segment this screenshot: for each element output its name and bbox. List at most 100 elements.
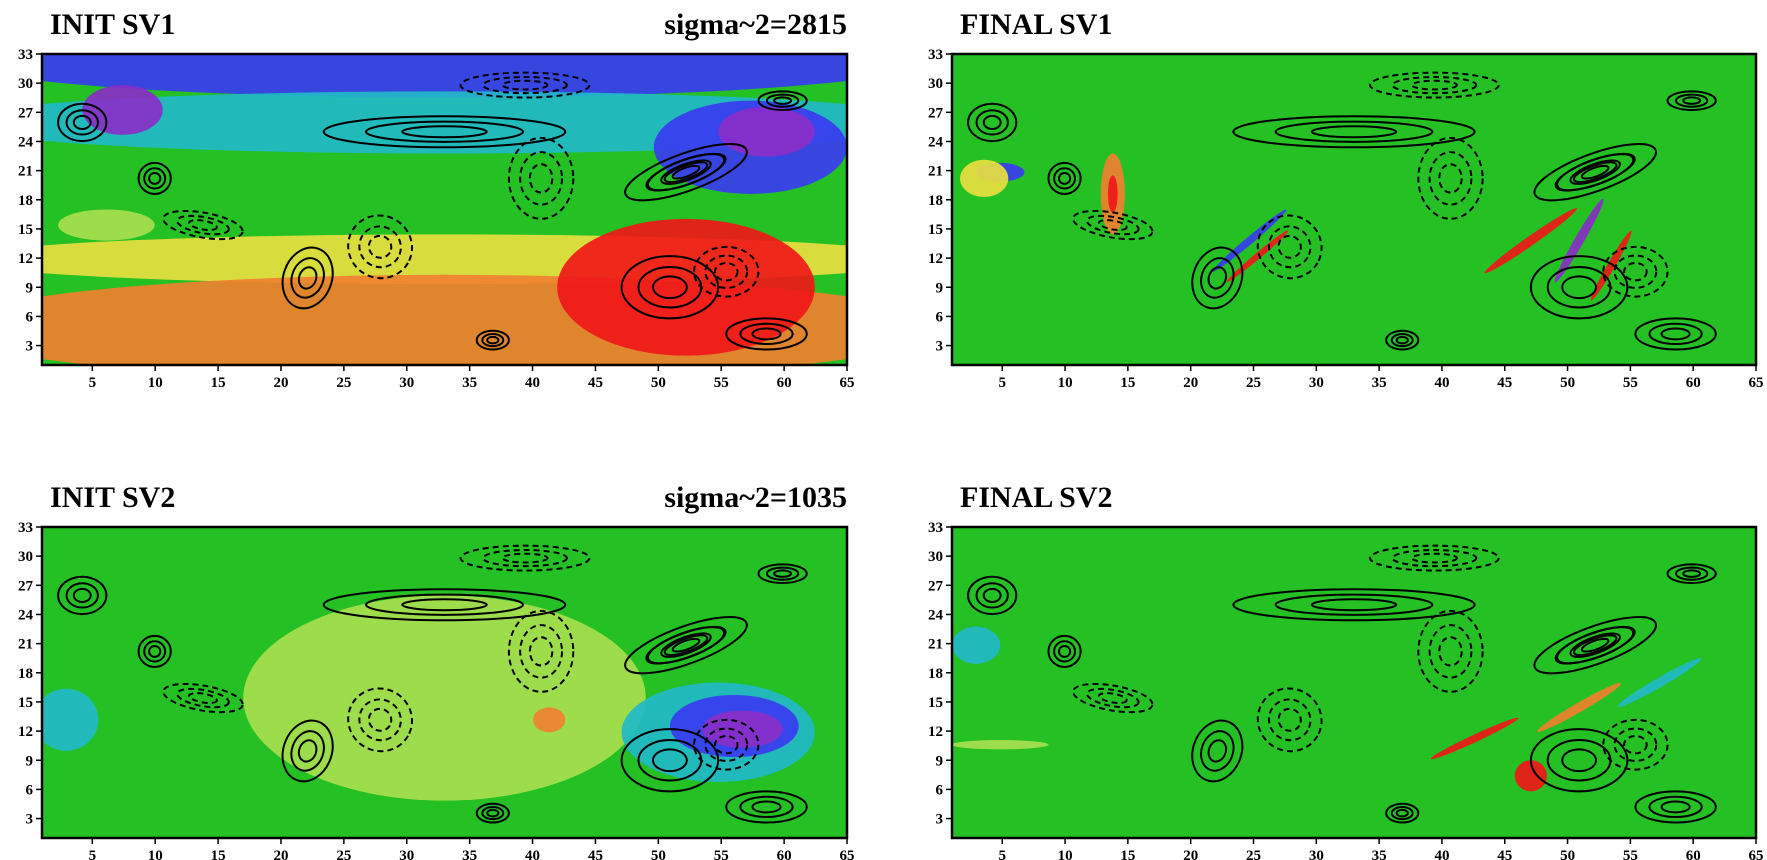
contour-line <box>143 640 167 663</box>
contour-line <box>1369 544 1500 572</box>
x-tick-label: 60 <box>777 375 792 391</box>
contour-line <box>507 609 575 693</box>
contour-line <box>1047 161 1082 195</box>
x-tick-label: 5 <box>89 848 97 860</box>
x-tick-label: 60 <box>1686 848 1701 860</box>
contour-line <box>1580 164 1610 180</box>
shaded-field <box>533 707 566 733</box>
plot-area <box>42 527 847 838</box>
contour-line <box>1623 261 1648 282</box>
x-tick-label: 45 <box>588 375 603 391</box>
shaded-field <box>1537 682 1621 732</box>
x-tick-label: 30 <box>399 848 414 860</box>
contour-line <box>162 209 244 241</box>
contour-line <box>773 569 793 578</box>
contour-line <box>401 125 488 139</box>
x-tick-label: 40 <box>1434 848 1449 860</box>
contour-line <box>773 96 793 105</box>
contour-line <box>1660 800 1691 814</box>
panel-subtitle: sigma~2=2815 <box>664 8 847 41</box>
x-tick-label: 15 <box>211 375 226 391</box>
contour-line <box>1200 730 1235 772</box>
shaded-field <box>42 54 847 98</box>
contour-line <box>1572 161 1618 184</box>
x-tick-label: 25 <box>1246 375 1261 391</box>
contour-line <box>501 79 549 91</box>
contour-line <box>1256 214 1323 280</box>
x-tick-label: 45 <box>1497 375 1512 391</box>
x-tick-label: 65 <box>1749 848 1764 860</box>
contour-line <box>765 93 800 108</box>
contour-line <box>1561 275 1598 300</box>
x-tick-label: 55 <box>1623 848 1638 860</box>
contour-line <box>475 802 510 824</box>
contour-line <box>57 575 108 616</box>
contour-line <box>482 76 568 95</box>
y-tick-label: 15 <box>928 695 943 711</box>
contour-line <box>1191 246 1244 310</box>
panel-title: FINAL SV2 <box>960 481 1113 514</box>
contour-line <box>1256 687 1323 753</box>
x-tick-label: 55 <box>714 848 729 860</box>
contour-line <box>162 682 244 714</box>
contour-line <box>713 734 739 755</box>
contour-line <box>482 549 568 568</box>
contour-line <box>57 102 108 143</box>
y-tick-label: 21 <box>18 637 33 653</box>
panel: 5 10 15 20 25 30 35 40 45 50 55 60 65 3 6 9 12 15 18 21 24 27… <box>18 481 855 860</box>
shaded-field <box>1430 717 1519 760</box>
shaded-field <box>1554 198 1604 283</box>
contour-line <box>663 161 709 184</box>
x-tick-label: 40 <box>1434 375 1449 391</box>
contour-line <box>1207 739 1228 763</box>
contour-line <box>704 727 749 762</box>
contour-line <box>1410 552 1458 564</box>
x-tick-label: 55 <box>1623 375 1638 391</box>
contour-line <box>281 246 334 310</box>
contour-line <box>1648 322 1703 346</box>
contour-line <box>297 266 318 290</box>
shaded-field <box>702 710 783 748</box>
contour-line <box>481 806 505 821</box>
plot-frame <box>40 525 849 840</box>
x-tick-label: 35 <box>1372 848 1387 860</box>
y-tick-label: 30 <box>928 549 943 565</box>
shaded-field <box>718 106 815 157</box>
contour-line <box>486 808 500 818</box>
contour-line <box>1682 569 1702 578</box>
contour-line <box>1561 748 1598 773</box>
x-tick-label: 20 <box>273 375 288 391</box>
x-tick-label: 50 <box>651 848 666 860</box>
contour-line <box>281 719 334 783</box>
y-tick-label: 18 <box>928 193 943 209</box>
x-tick-label: 60 <box>777 848 792 860</box>
contour-line <box>358 225 402 269</box>
contour-line <box>1580 637 1610 653</box>
contour-line <box>671 637 701 653</box>
contour-line <box>486 335 500 345</box>
contour-line <box>646 626 726 665</box>
contour-line <box>651 275 688 300</box>
x-tick-label: 35 <box>462 375 477 391</box>
contour-line <box>188 692 218 704</box>
x-tick-label: 50 <box>1560 375 1575 391</box>
contour-line <box>1569 159 1621 185</box>
x-tick-label: 30 <box>1309 375 1324 391</box>
contour-line <box>176 214 230 236</box>
contour-line <box>1417 609 1484 693</box>
plot-frame <box>40 52 849 367</box>
shaded-field <box>1617 658 1702 707</box>
y-tick-label: 15 <box>18 222 33 238</box>
y-tick-label: 6 <box>936 309 944 325</box>
contour-line <box>1395 808 1409 818</box>
y-tick-label: 30 <box>18 549 33 565</box>
contour-line <box>757 90 808 111</box>
contour-line <box>481 333 505 348</box>
contour-line <box>459 544 591 572</box>
contour-line <box>1053 167 1077 190</box>
y-tick-label: 12 <box>928 724 943 740</box>
contour-line <box>507 136 575 220</box>
x-tick-label: 5 <box>999 375 1007 391</box>
contour-line <box>1267 698 1312 742</box>
y-tick-label: 18 <box>18 193 33 209</box>
